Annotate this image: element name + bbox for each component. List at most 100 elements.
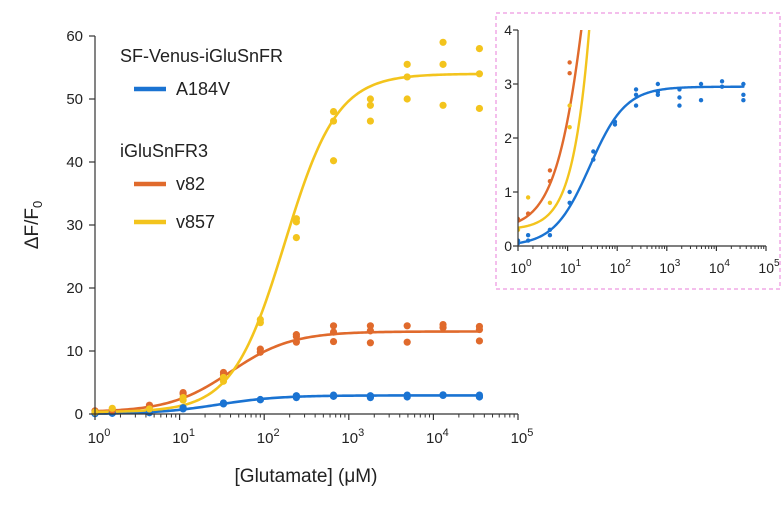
- data-point-A184V: [567, 189, 572, 195]
- data-point-v82: [475, 337, 484, 345]
- data-point-v857: [256, 315, 264, 324]
- y-tick-label: 60: [66, 28, 83, 45]
- data-point-A184V: [547, 233, 553, 238]
- data-point-A184V: [525, 238, 531, 243]
- data-point-A184V: [633, 103, 639, 108]
- y-tick-label: 2: [504, 130, 512, 146]
- x-tick-label: 104: [709, 258, 731, 276]
- inset-data-points: [518, 60, 746, 246]
- main-data-points: [91, 38, 484, 418]
- data-point-A184V: [719, 84, 725, 89]
- data-point-v82: [547, 179, 553, 184]
- x-tick-label: 105: [758, 258, 780, 276]
- data-point-A184V: [741, 98, 746, 103]
- data-point-v857: [292, 218, 300, 226]
- main-fit-curves: [93, 72, 481, 415]
- data-point-v857: [403, 95, 411, 103]
- y-tick-label: 4: [504, 22, 512, 38]
- data-point-A184V: [741, 81, 746, 87]
- data-point-v82: [475, 325, 484, 334]
- data-point-v82: [366, 339, 374, 347]
- data-point-A184V: [567, 200, 572, 205]
- data-point-v857: [525, 195, 531, 200]
- data-point-A184V: [591, 149, 596, 154]
- legend-label-A184V: A184V: [176, 79, 230, 99]
- x-tick-label: 104: [426, 427, 449, 447]
- y-tick-label: 0: [504, 238, 512, 254]
- data-point-A184V: [403, 393, 411, 401]
- y-tick-label: 20: [66, 280, 83, 297]
- data-point-v82: [403, 338, 411, 346]
- data-point-A184V: [698, 81, 704, 87]
- fit-curve-v82: [93, 330, 481, 413]
- data-point-v857: [475, 70, 484, 78]
- legend: SF-Venus-iGluSnFR A184V iGluSnFR3 v82 v857: [120, 46, 283, 232]
- data-point-A184V: [677, 95, 682, 100]
- data-point-v82: [329, 328, 338, 336]
- y-tick-label: 1: [504, 184, 512, 200]
- x-tick-label: 100: [88, 427, 111, 447]
- inset-border: [495, 12, 781, 290]
- data-point-v82: [329, 337, 338, 346]
- legend-group-heading: SF-Venus-iGluSnFR: [120, 46, 283, 66]
- data-point-v857: [366, 101, 374, 109]
- y-axis-title-subscript: 0: [30, 201, 45, 208]
- legend-group-heading: iGluSnFR3: [120, 141, 208, 161]
- x-tick-label: 102: [610, 258, 632, 276]
- data-point-v857: [403, 73, 411, 81]
- data-point-v857: [366, 117, 374, 125]
- data-point-A184V: [256, 396, 264, 404]
- data-point-v82: [567, 60, 572, 65]
- x-tick-label: 103: [659, 258, 681, 276]
- data-point-v857: [547, 200, 553, 205]
- data-point-v82: [366, 327, 374, 335]
- data-point-v857: [475, 104, 484, 113]
- data-point-A184V: [547, 227, 553, 232]
- data-point-v857: [439, 101, 447, 109]
- main-y-axis-title: ΔF/F0: [22, 201, 45, 249]
- fit-curve-v82: [518, 30, 583, 223]
- data-point-A184V: [591, 157, 596, 162]
- inset-fit-curves: [518, 30, 745, 245]
- data-point-A184V: [633, 87, 639, 92]
- x-tick-label: 101: [172, 427, 195, 447]
- data-point-A184V: [633, 92, 639, 98]
- fit-curve-A184V: [518, 85, 745, 245]
- y-tick-label: 50: [66, 91, 83, 108]
- data-point-v857: [108, 404, 116, 412]
- data-point-A184V: [719, 79, 725, 84]
- x-tick-label: 105: [511, 427, 534, 447]
- data-point-v82: [366, 322, 374, 330]
- data-point-A184V: [475, 393, 484, 401]
- data-point-A184V: [677, 103, 682, 108]
- legend-label-v857: v857: [176, 212, 215, 232]
- data-point-A184V: [439, 391, 447, 400]
- data-point-A184V: [179, 404, 187, 412]
- data-point-v857: [179, 394, 187, 402]
- y-tick-label: 40: [66, 154, 83, 171]
- data-point-v857: [567, 103, 572, 108]
- x-tick-label: 103: [341, 427, 364, 447]
- data-point-v857: [329, 117, 338, 125]
- data-point-A184V: [612, 122, 618, 127]
- data-point-v82: [219, 368, 228, 377]
- data-point-v857: [219, 377, 228, 385]
- inset-chart: 100 101 102 103 104 105 0 1 2 3 4: [495, 12, 781, 290]
- x-tick-label: 101: [560, 258, 582, 276]
- legend-label-v82: v82: [176, 174, 205, 194]
- data-point-v82: [567, 71, 572, 76]
- fit-curve-v857: [518, 30, 591, 229]
- x-tick-label: 100: [510, 258, 532, 276]
- data-point-v857: [439, 60, 447, 68]
- data-point-v82: [525, 211, 531, 216]
- data-point-A184V: [741, 92, 746, 98]
- y-tick-label: 30: [66, 217, 83, 234]
- y-tick-label: 3: [504, 76, 512, 92]
- data-point-v82: [439, 324, 447, 332]
- data-point-A184V: [655, 81, 661, 87]
- data-point-v82: [547, 168, 553, 173]
- data-point-v857: [292, 234, 300, 242]
